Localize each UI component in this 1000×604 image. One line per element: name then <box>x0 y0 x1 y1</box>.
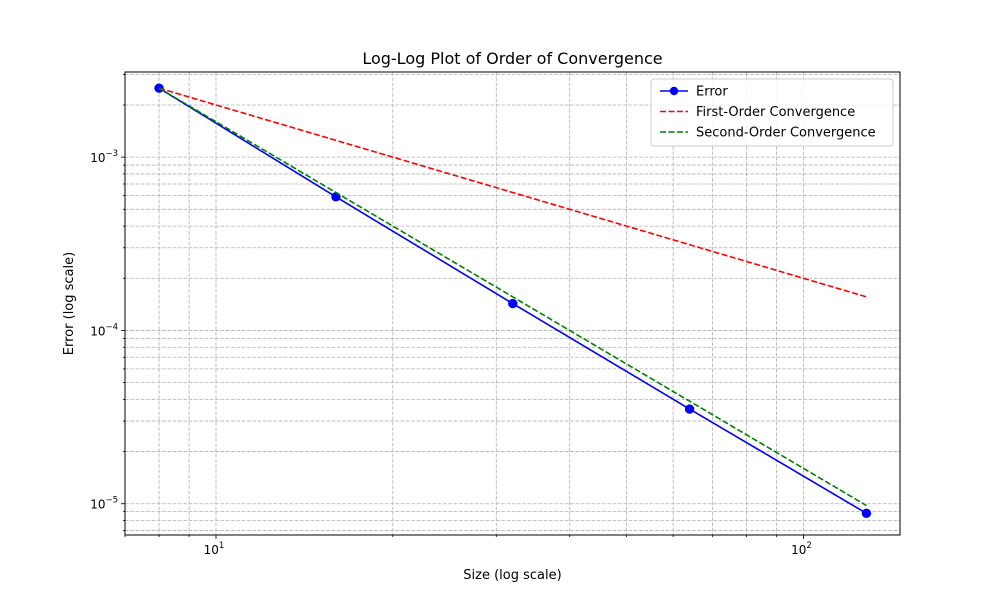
data-point <box>508 298 518 309</box>
data-point <box>154 83 164 93</box>
series-line-3 <box>158 87 867 507</box>
y-tick-label: 10−3 <box>90 149 118 165</box>
x-tick-label: 101 <box>204 541 225 557</box>
y-tick-label: 10−4 <box>90 322 118 338</box>
tick-layer: 101 102 10−5 10−4 10−3 <box>90 74 812 557</box>
series-line-2 <box>158 87 867 298</box>
legend-entry-label: Second-Order Convergence <box>696 126 876 141</box>
chart-title: Log-Log Plot of Order of Convergence <box>362 49 662 68</box>
x-axis-label: Size (log scale) <box>463 568 561 583</box>
data-point <box>684 404 695 414</box>
y-axis-label: Error (log scale) <box>62 252 77 355</box>
x-tick-label: 102 <box>791 541 812 557</box>
legend-entry-label: First-Order Convergence <box>696 105 855 120</box>
legend-box <box>650 78 894 147</box>
grid-layer <box>124 72 900 535</box>
data-point <box>861 508 872 519</box>
legend: Error First-Order Convergence Second-Order… <box>650 78 894 147</box>
y-tick-label: 10−5 <box>90 496 118 512</box>
series-layer <box>154 83 872 519</box>
legend-swatch-marker <box>669 86 679 96</box>
legend-entry-label: Error <box>696 85 728 100</box>
plot-area-frame <box>124 71 901 536</box>
